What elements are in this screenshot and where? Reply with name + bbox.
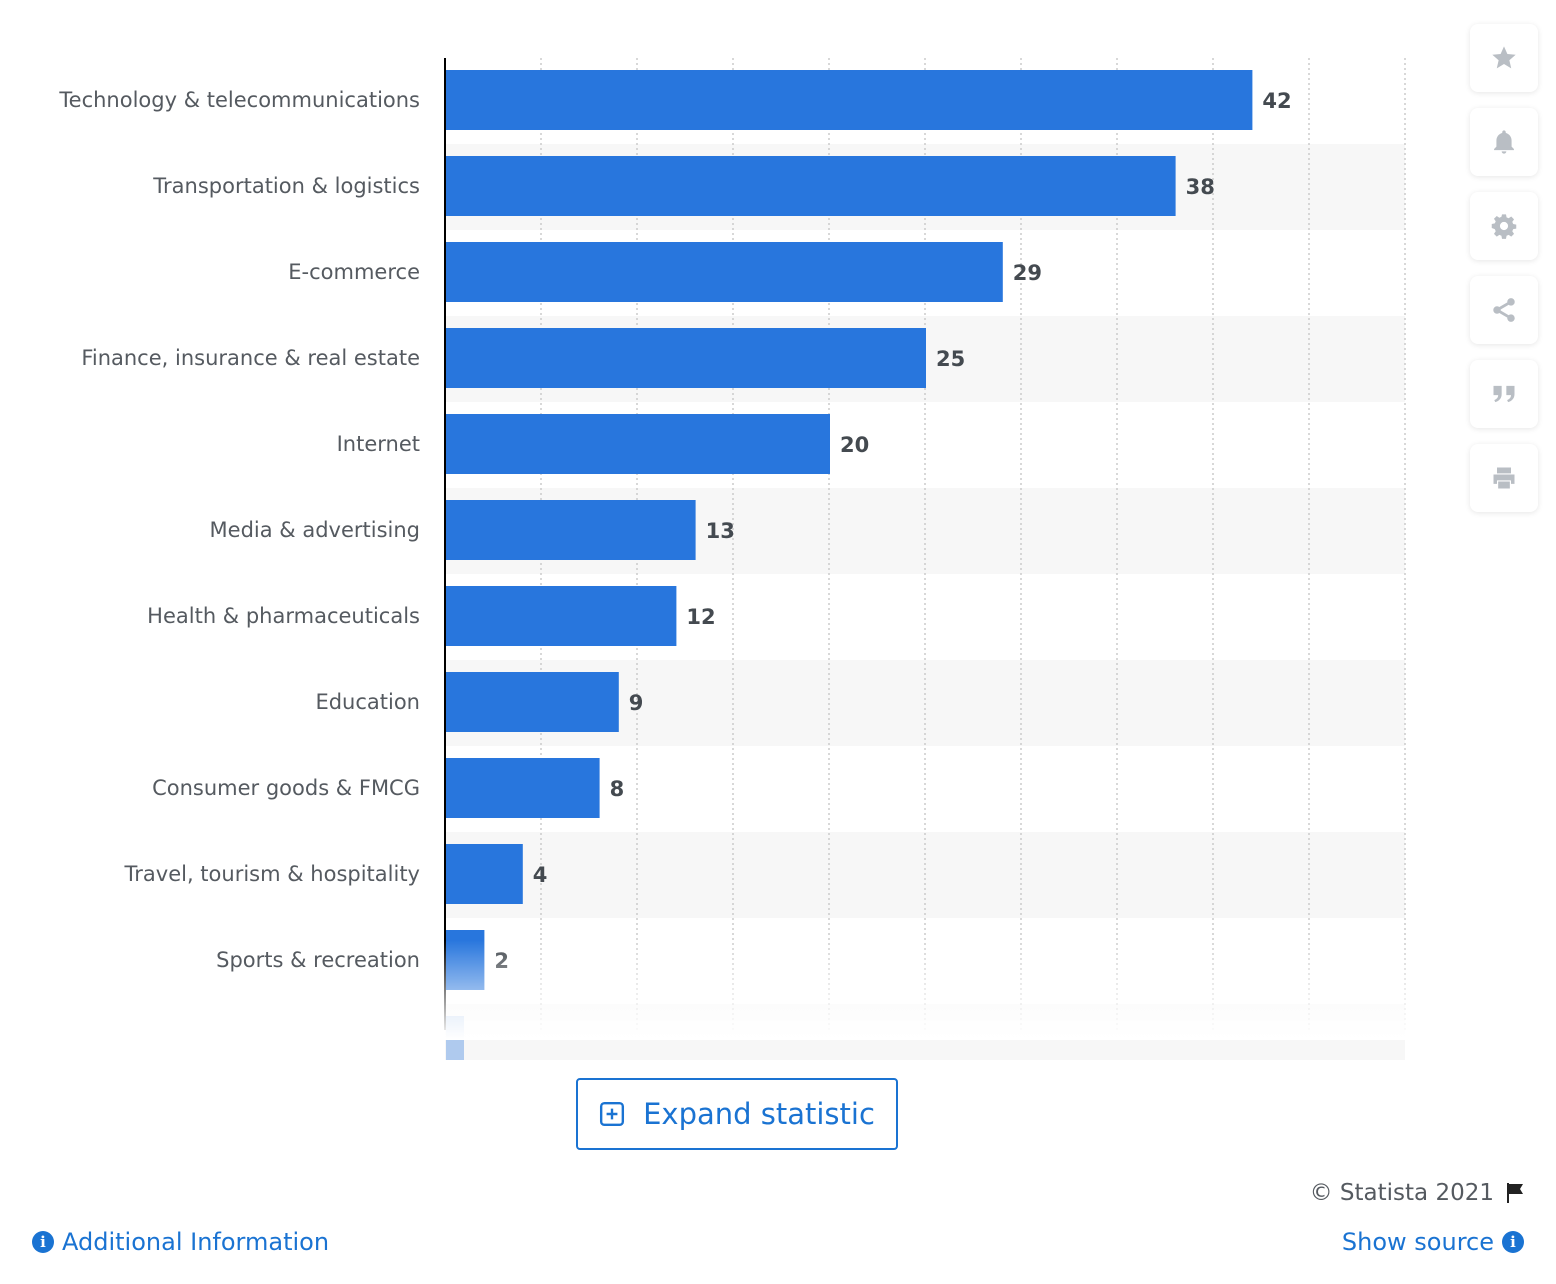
bar xyxy=(446,156,1176,216)
value-label: 20 xyxy=(840,433,869,457)
bar xyxy=(446,70,1253,130)
category-label: Education xyxy=(315,690,420,714)
share-icon xyxy=(1493,298,1515,322)
copyright-text: © Statista 2021 xyxy=(1309,1180,1494,1206)
expand-statistic-label: Expand statistic xyxy=(643,1097,875,1131)
print-button[interactable] xyxy=(1470,444,1538,512)
bar-chart: Technology & telecommunications Transport… xyxy=(58,58,1420,1060)
notification-button[interactable] xyxy=(1470,108,1538,176)
additional-information-link[interactable]: i Additional Information xyxy=(32,1228,329,1256)
bell-icon xyxy=(1494,130,1514,154)
additional-information-label: Additional Information xyxy=(62,1228,330,1256)
settings-button[interactable] xyxy=(1470,192,1538,260)
info-icon: i xyxy=(1502,1231,1524,1253)
category-label: Media & advertising xyxy=(210,518,420,542)
favorite-button[interactable] xyxy=(1470,24,1538,92)
value-label: 13 xyxy=(706,519,735,543)
value-label: 25 xyxy=(936,347,965,371)
category-label: E-commerce xyxy=(288,260,420,284)
gear-icon xyxy=(1491,214,1517,239)
share-button[interactable] xyxy=(1470,276,1538,344)
value-label: 9 xyxy=(629,691,644,715)
category-label: Finance, insurance & real estate xyxy=(81,346,420,370)
copyright: © Statista 2021 xyxy=(1310,1180,1528,1206)
quote-icon xyxy=(1493,385,1515,403)
star-icon xyxy=(1492,46,1516,69)
show-source-link[interactable]: Show source i xyxy=(1342,1228,1524,1256)
value-label: 42 xyxy=(1262,89,1291,113)
bar xyxy=(446,414,830,474)
bar xyxy=(446,672,619,732)
value-label: 29 xyxy=(1013,261,1042,285)
plus-square-icon xyxy=(600,1101,625,1127)
bar xyxy=(446,242,1003,302)
category-label: Travel, tourism & hospitality xyxy=(124,862,420,886)
bar xyxy=(446,586,677,646)
bar xyxy=(446,328,926,388)
category-label: Health & pharmaceuticals xyxy=(147,604,420,628)
category-label: Internet xyxy=(337,432,420,456)
value-label: 8 xyxy=(610,777,625,801)
value-label: 12 xyxy=(686,605,715,629)
category-label: Transportation & logistics xyxy=(152,174,420,198)
flag-icon[interactable] xyxy=(1504,1181,1528,1205)
expand-statistic-button[interactable]: Expand statistic xyxy=(576,1078,898,1150)
info-icon: i xyxy=(32,1231,54,1253)
category-label: Consumer goods & FMCG xyxy=(152,776,420,800)
show-source-label: Show source xyxy=(1341,1228,1494,1256)
bar xyxy=(446,844,523,904)
category-label: Technology & telecommunications xyxy=(58,88,420,112)
category-label: Sports & recreation xyxy=(216,948,420,972)
print-icon xyxy=(1493,467,1515,489)
value-label: 38 xyxy=(1186,175,1215,199)
bar xyxy=(446,758,600,818)
bar xyxy=(446,500,696,560)
value-label: 4 xyxy=(533,863,548,887)
scroll-fade-overlay xyxy=(440,940,1420,1040)
cite-button[interactable] xyxy=(1470,360,1538,428)
